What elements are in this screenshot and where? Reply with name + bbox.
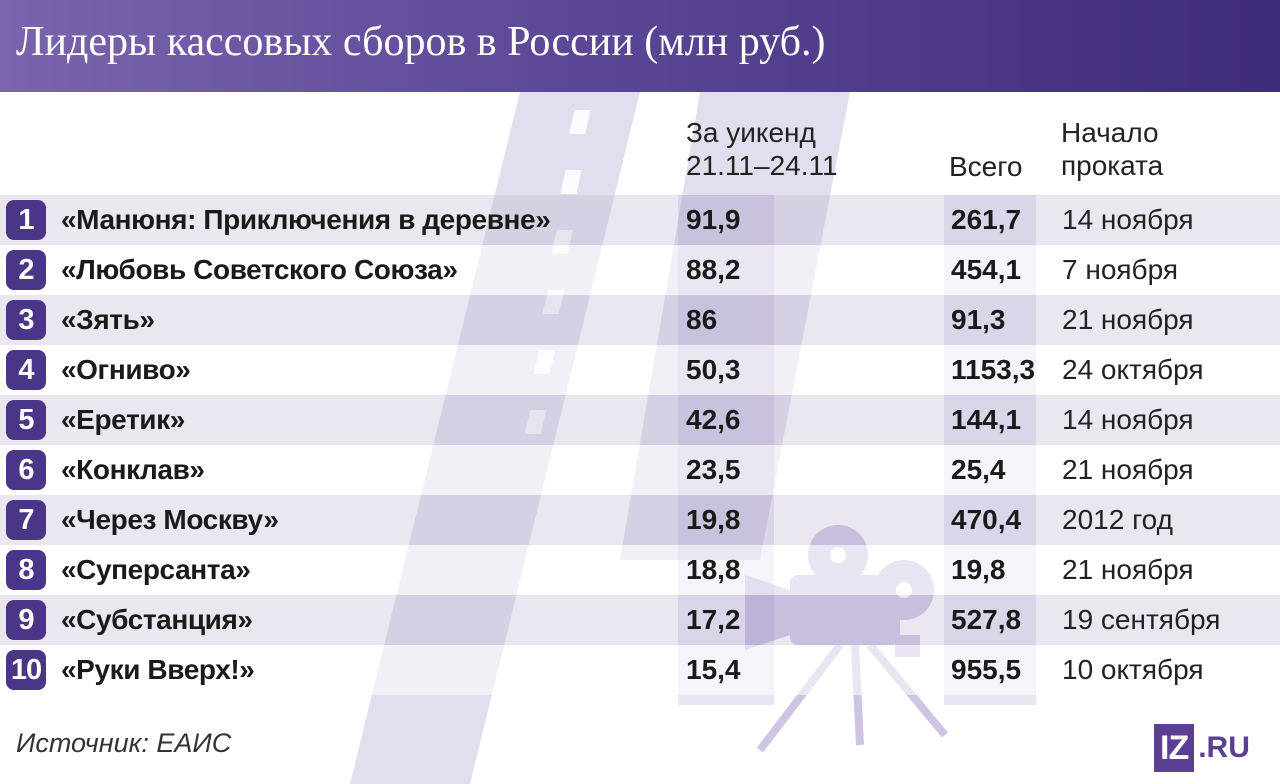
weekend-header-line2: 21.11–24.11 bbox=[686, 150, 838, 181]
release-date: 21 ноября bbox=[1062, 454, 1194, 485]
film-title: «Субстанция» bbox=[61, 604, 253, 635]
release-date: 14 ноября bbox=[1062, 204, 1194, 235]
weekend-gross: 18,8 bbox=[686, 554, 741, 585]
rank-badge: 2 bbox=[6, 250, 46, 290]
total-gross: 25,4 bbox=[951, 454, 1006, 485]
film-title: «Суперсанта» bbox=[61, 554, 251, 585]
table-row: 1 «Манюня: Приключения в деревне» 91,9 2… bbox=[0, 195, 1280, 245]
logo-iz-text: IZ bbox=[1154, 724, 1195, 772]
total-column-header: Всего bbox=[949, 151, 1023, 182]
release-header-line2: проката bbox=[1061, 150, 1164, 181]
release-date: 2012 год bbox=[1062, 504, 1173, 535]
logo-ru-text: .RU bbox=[1198, 731, 1250, 764]
total-gross: 144,1 bbox=[951, 404, 1022, 435]
weekend-gross: 86 bbox=[686, 304, 718, 335]
rank-badge: 5 bbox=[6, 400, 46, 440]
rank-badge: 7 bbox=[6, 500, 46, 540]
release-date: 21 ноября bbox=[1062, 554, 1194, 585]
release-date: 14 ноября bbox=[1062, 404, 1194, 435]
source-note: Источник: ЕАИС bbox=[16, 728, 232, 758]
total-gross: 955,5 bbox=[951, 654, 1022, 685]
total-gross: 261,7 bbox=[951, 204, 1022, 235]
film-title: «Огниво» bbox=[61, 354, 191, 385]
table-row: 9 «Субстанция» 17,2 527,8 19 сентября bbox=[0, 595, 1280, 645]
weekend-gross: 88,2 bbox=[686, 254, 741, 285]
rank-badge: 1 bbox=[6, 200, 46, 240]
total-gross: 91,3 bbox=[951, 304, 1006, 335]
table-row: 7 «Через Москву» 19,8 470,4 2012 год bbox=[0, 495, 1280, 545]
total-gross: 1153,3 bbox=[951, 354, 1036, 385]
film-title: «Руки Вверх!» bbox=[61, 654, 255, 685]
film-title: «Любовь Советского Союза» bbox=[61, 254, 458, 285]
release-date: 10 октября bbox=[1062, 654, 1204, 685]
film-title: «Через Москву» bbox=[61, 504, 279, 535]
film-title: «Еретик» bbox=[61, 404, 185, 435]
weekend-gross: 15,4 bbox=[686, 654, 741, 685]
weekend-gross: 91,9 bbox=[686, 204, 741, 235]
weekend-gross: 19,8 bbox=[686, 504, 741, 535]
table-row: 3 «Зять» 86 91,3 21 ноября bbox=[0, 295, 1280, 345]
weekend-column-header: За уикенд 21.11–24.11 bbox=[686, 116, 838, 182]
release-column-header: Начало проката bbox=[1061, 116, 1163, 182]
rank-badge: 6 bbox=[6, 450, 46, 490]
release-date: 24 октября bbox=[1062, 354, 1204, 385]
weekend-header-line1: За уикенд bbox=[686, 117, 816, 148]
total-gross: 454,1 bbox=[951, 254, 1022, 285]
table-row: 2 «Любовь Советского Союза» 88,2 454,1 7… bbox=[0, 245, 1280, 295]
release-date: 19 сентября bbox=[1062, 604, 1221, 635]
film-title: «Зять» bbox=[61, 304, 155, 335]
total-gross: 19,8 bbox=[951, 554, 1006, 585]
rank-badge: 9 bbox=[6, 600, 46, 640]
rank-badge: 10 bbox=[6, 650, 46, 690]
total-gross: 470,4 bbox=[951, 504, 1022, 535]
chart-title: Лидеры кассовых сборов в России (млн руб… bbox=[16, 19, 826, 65]
table-row: 4 «Огниво» 50,3 1153,3 24 октября bbox=[0, 345, 1280, 395]
weekend-gross: 17,2 bbox=[686, 604, 741, 635]
table-row: 10 «Руки Вверх!» 15,4 955,5 10 октября bbox=[0, 645, 1280, 695]
table-row: 5 «Еретик» 42,6 144,1 14 ноября bbox=[0, 395, 1280, 445]
weekend-gross: 23,5 bbox=[686, 454, 741, 485]
header-bar: Лидеры кассовых сборов в России (млн руб… bbox=[0, 0, 1280, 92]
rank-badge: 8 bbox=[6, 550, 46, 590]
iz-ru-logo: IZ .RU bbox=[1154, 724, 1250, 772]
release-date: 21 ноября bbox=[1062, 304, 1194, 335]
table-row: 6 «Конклав» 23,5 25,4 21 ноября bbox=[0, 445, 1280, 495]
total-gross: 527,8 bbox=[951, 604, 1022, 635]
release-date: 7 ноября bbox=[1062, 254, 1179, 285]
weekend-gross: 50,3 bbox=[686, 354, 741, 385]
table-row: 8 «Суперсанта» 18,8 19,8 21 ноября bbox=[0, 545, 1280, 595]
release-header-line1: Начало bbox=[1061, 117, 1159, 148]
film-title: «Манюня: Приключения в деревне» bbox=[61, 204, 551, 235]
rank-badge: 4 bbox=[6, 350, 46, 390]
weekend-gross: 42,6 bbox=[686, 404, 741, 435]
rank-badge: 3 bbox=[6, 300, 46, 340]
film-title: «Конклав» bbox=[61, 454, 205, 485]
